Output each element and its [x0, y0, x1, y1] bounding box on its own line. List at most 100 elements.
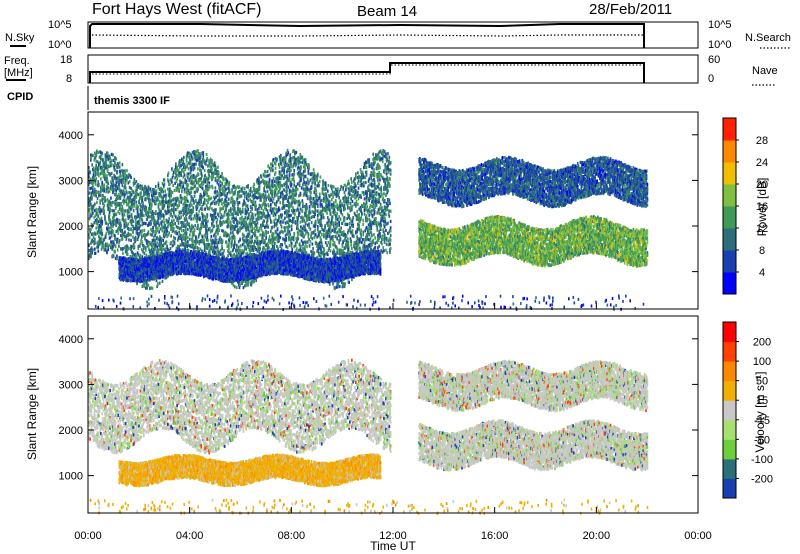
power-echo-cell — [188, 222, 190, 225]
power-echo-cell — [197, 159, 199, 162]
power-echo-cell — [203, 239, 205, 242]
power-echo-cell — [228, 202, 230, 205]
power-echo-cell — [155, 210, 157, 213]
power-echo-cell — [96, 191, 98, 194]
power-echo-cell — [228, 248, 230, 251]
power-echo-cell — [128, 222, 130, 225]
power-echo-cell — [101, 220, 103, 223]
power-echo-cell — [172, 215, 174, 218]
power-echo-cell — [124, 231, 126, 234]
nave-label: Nave — [752, 65, 778, 77]
power-echo-cell — [225, 208, 227, 211]
power-echo-cell — [146, 254, 148, 257]
power-echo-cell — [97, 245, 99, 248]
power-echo-cell — [189, 205, 191, 208]
power-echo-cell — [103, 187, 105, 190]
power-echo-cell — [164, 221, 166, 224]
power-echo-cell — [190, 159, 192, 162]
power-echo-cell — [200, 177, 202, 180]
power-echo-cell — [230, 210, 232, 213]
power-echo-cell — [138, 205, 140, 208]
power-echo-cell — [220, 188, 222, 191]
power-echo-cell — [103, 209, 105, 212]
power-echo-cell — [158, 250, 160, 253]
power-echo-cell — [148, 195, 150, 198]
power-echo-cell — [105, 222, 107, 225]
freq-label-line2: [MHz] — [4, 67, 33, 79]
power-echo-cell — [217, 247, 219, 250]
power-echo-cell — [128, 238, 130, 241]
power-echo-cell — [92, 183, 94, 186]
power-echo-cell — [158, 184, 160, 187]
power-echo-cell — [174, 222, 176, 225]
power-echo-cell — [228, 225, 230, 228]
power-echo-cell — [116, 241, 118, 244]
power-echo-cell — [181, 229, 183, 232]
power-echo-cell — [228, 218, 230, 221]
power-echo-cell — [95, 183, 97, 186]
power-echo-cell — [115, 213, 117, 216]
power-echo-cell — [170, 234, 172, 237]
power-echo-cell — [90, 228, 92, 231]
power-echo-cell — [97, 250, 99, 253]
power-echo-cell — [209, 251, 211, 254]
power-echo-cell — [146, 287, 148, 290]
power-echo-cell — [206, 236, 208, 239]
power-echo-cell — [158, 230, 160, 233]
power-echo-cell — [228, 198, 230, 201]
power-echo-cell — [192, 210, 194, 213]
power-echo-cell — [229, 183, 231, 186]
power-echo-cell — [221, 198, 223, 201]
power-echo-cell — [189, 238, 191, 241]
power-echo-cell — [196, 240, 198, 243]
power-echo-cell — [129, 211, 131, 214]
power-echo-cell — [171, 180, 173, 183]
power-echo-cell — [97, 215, 99, 218]
power-echo-cell — [96, 201, 98, 204]
power-echo-cell — [125, 186, 127, 189]
power-echo-cell — [142, 205, 144, 208]
power-echo-cell — [143, 214, 145, 217]
power-echo-cell — [105, 199, 107, 202]
power-echo-cell — [105, 235, 107, 238]
power-echo-cell — [142, 207, 144, 210]
power-echo-cell — [215, 208, 217, 211]
power-echo-cell — [186, 193, 188, 196]
power-echo-cell — [102, 158, 104, 161]
power-echo-cell — [122, 237, 124, 240]
power-echo-cell — [95, 252, 97, 255]
power-echo-cell — [174, 189, 176, 192]
power-echo-cell — [91, 196, 93, 199]
power-echo-cell — [150, 222, 152, 225]
power-echo-cell — [119, 212, 121, 215]
power-echo-cell — [127, 253, 129, 256]
power-echo-cell — [173, 227, 175, 230]
power-echo-cell — [114, 250, 116, 253]
power-echo-cell — [168, 172, 170, 175]
power-echo-cell — [184, 188, 186, 191]
power-echo-cell — [194, 184, 196, 187]
power-echo-cell — [198, 247, 200, 250]
power-echo-cell — [176, 166, 178, 169]
power-echo-cell — [221, 182, 223, 185]
power-echo-cell — [156, 245, 158, 248]
power-echo-cell — [148, 190, 150, 193]
power-echo-cell — [112, 230, 114, 233]
power-echo-cell — [197, 187, 199, 190]
power-echo-cell — [182, 197, 184, 200]
power-echo-cell — [215, 186, 217, 189]
power-echo-cell — [172, 191, 174, 194]
power-echo-cell — [110, 209, 112, 212]
power-echo-cell — [170, 194, 172, 197]
power-echo-cell — [166, 245, 168, 248]
power-echo-cell — [114, 234, 116, 237]
power-echo-cell — [112, 201, 114, 204]
power-echo-cell — [95, 177, 97, 180]
power-echo-cell — [170, 241, 172, 244]
power-echo-cell — [138, 193, 140, 196]
power-echo-cell — [105, 161, 107, 164]
power-echo-cell — [165, 197, 167, 200]
power-echo-cell — [136, 201, 138, 204]
power-echo-cell — [173, 219, 175, 222]
power-echo-cell — [199, 232, 201, 235]
